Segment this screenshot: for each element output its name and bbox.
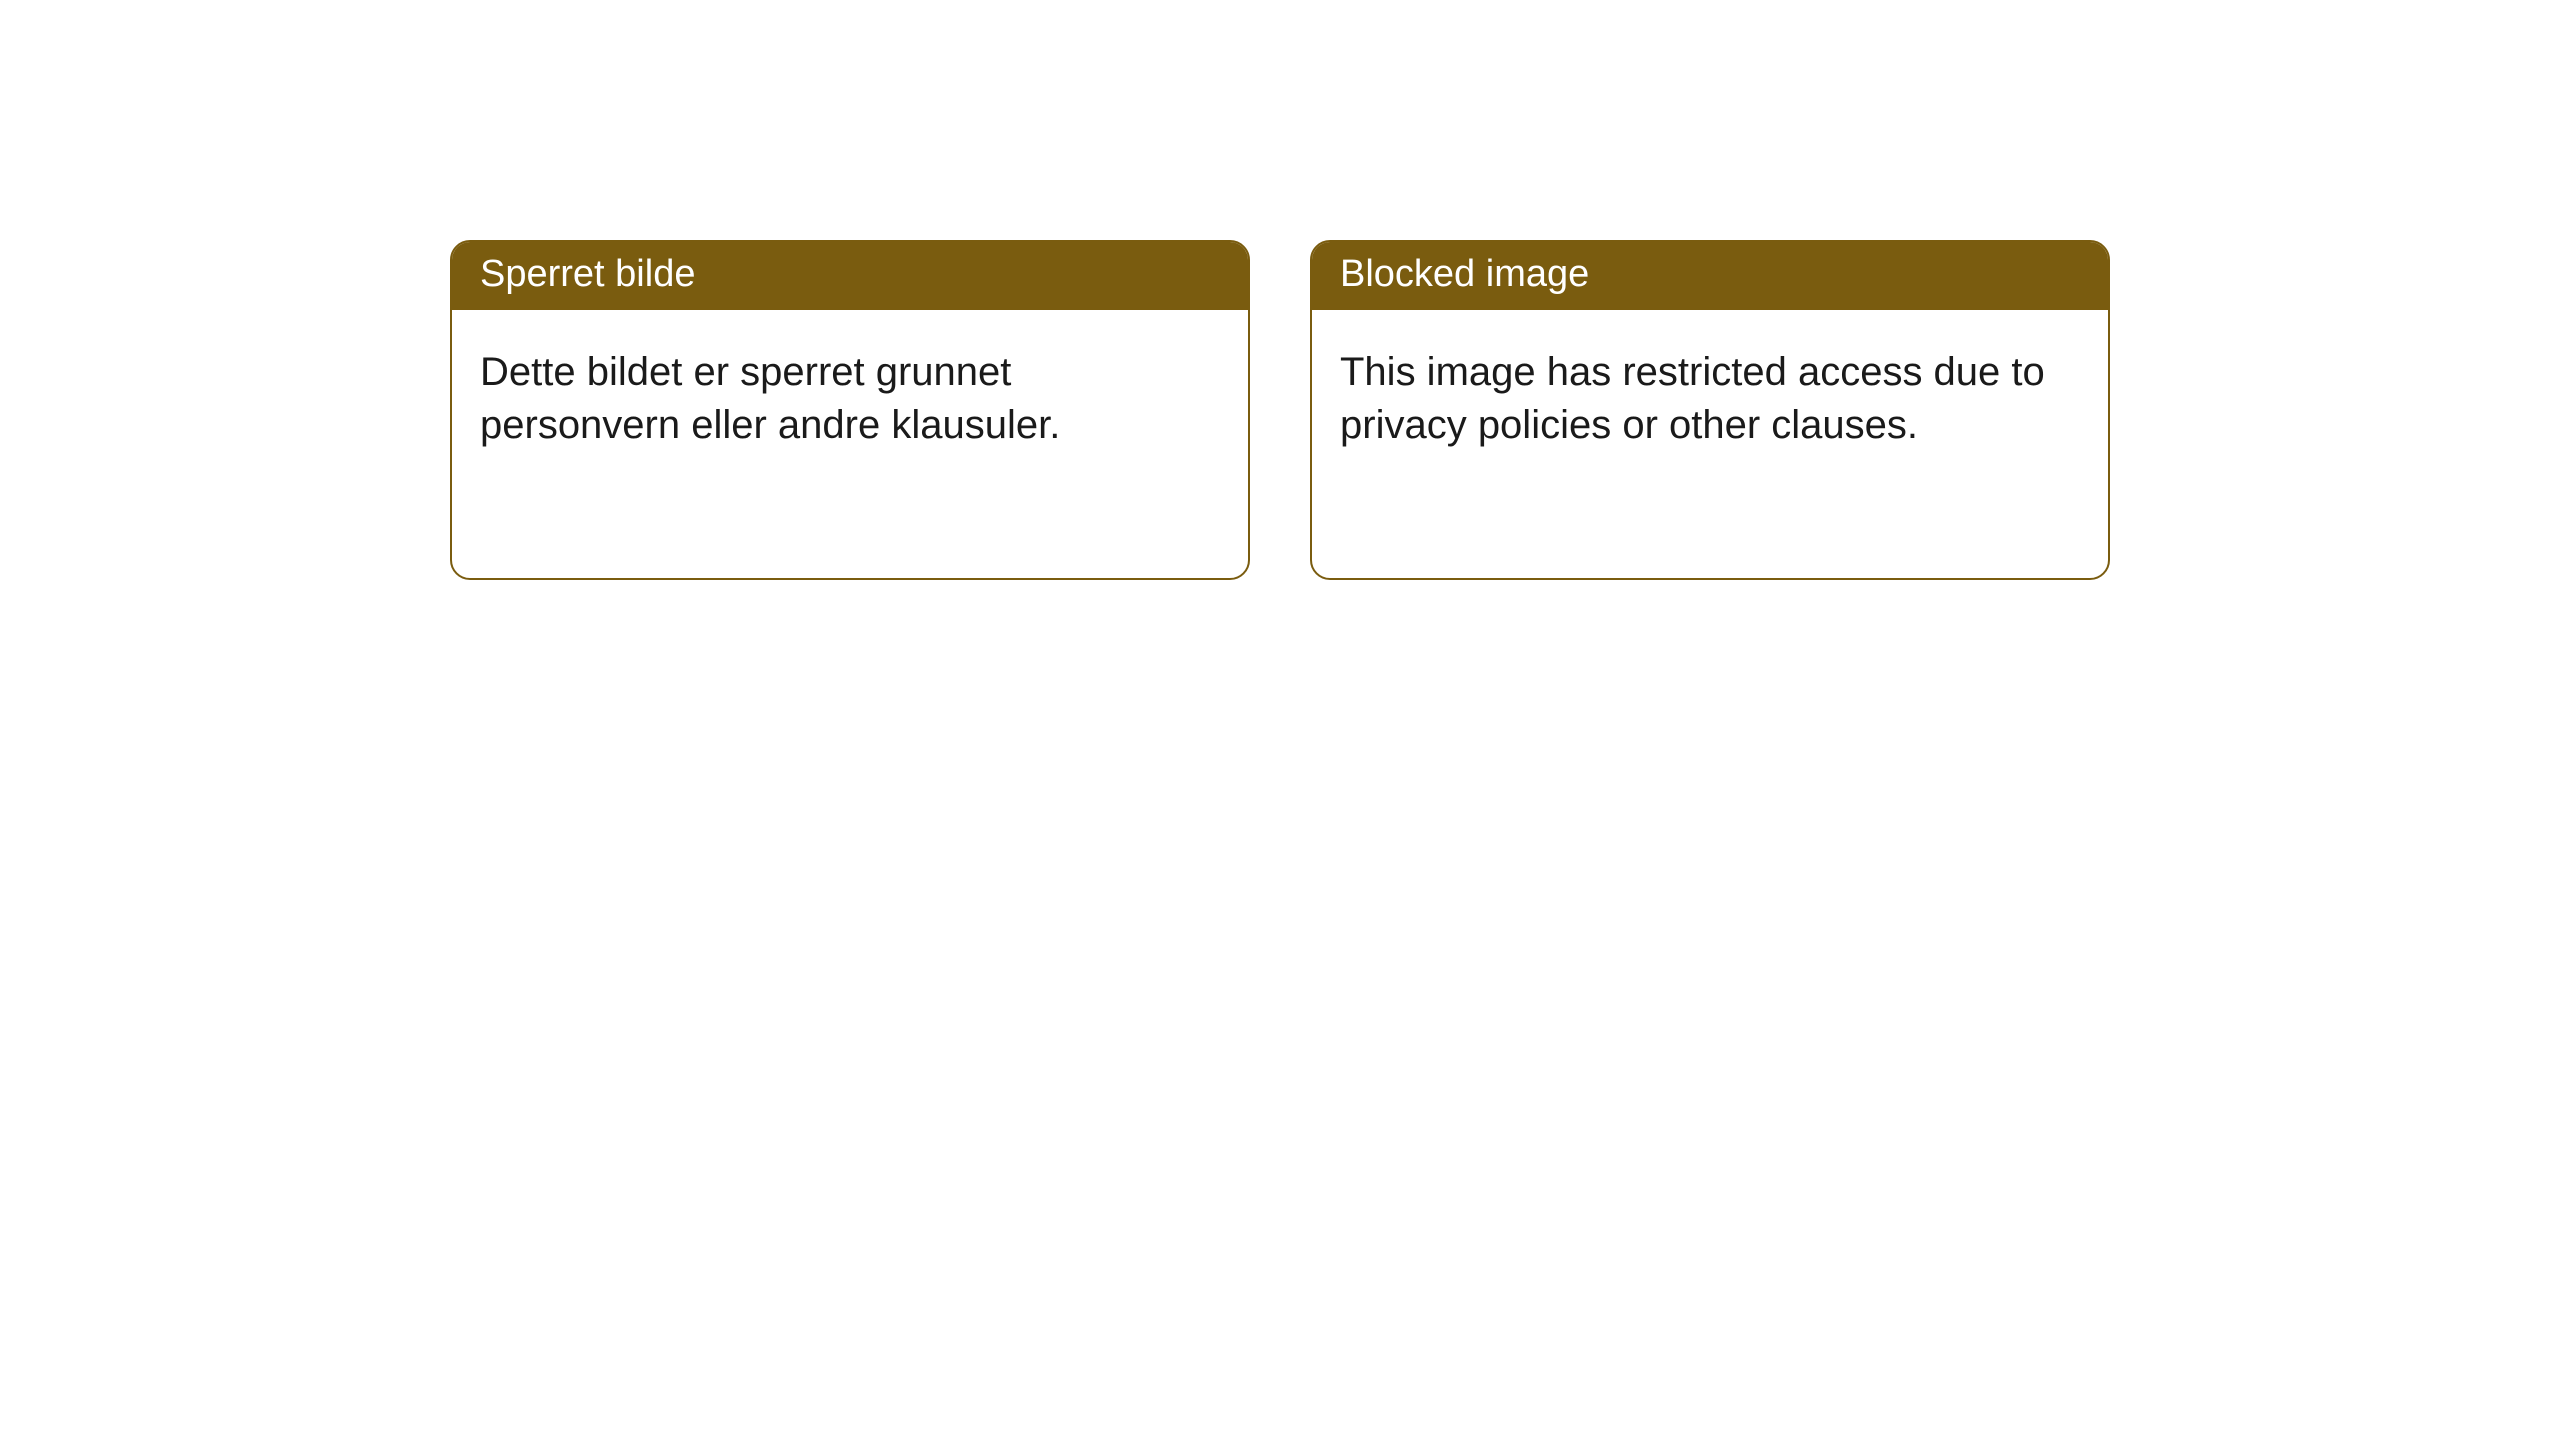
panel-title-no: Sperret bilde bbox=[452, 242, 1248, 310]
blocked-image-panel-no: Sperret bilde Dette bildet er sperret gr… bbox=[450, 240, 1250, 580]
panel-title-en: Blocked image bbox=[1312, 242, 2108, 310]
panel-container: Sperret bilde Dette bildet er sperret gr… bbox=[0, 0, 2560, 580]
panel-body-en: This image has restricted access due to … bbox=[1312, 310, 2108, 480]
panel-body-no: Dette bildet er sperret grunnet personve… bbox=[452, 310, 1248, 480]
blocked-image-panel-en: Blocked image This image has restricted … bbox=[1310, 240, 2110, 580]
